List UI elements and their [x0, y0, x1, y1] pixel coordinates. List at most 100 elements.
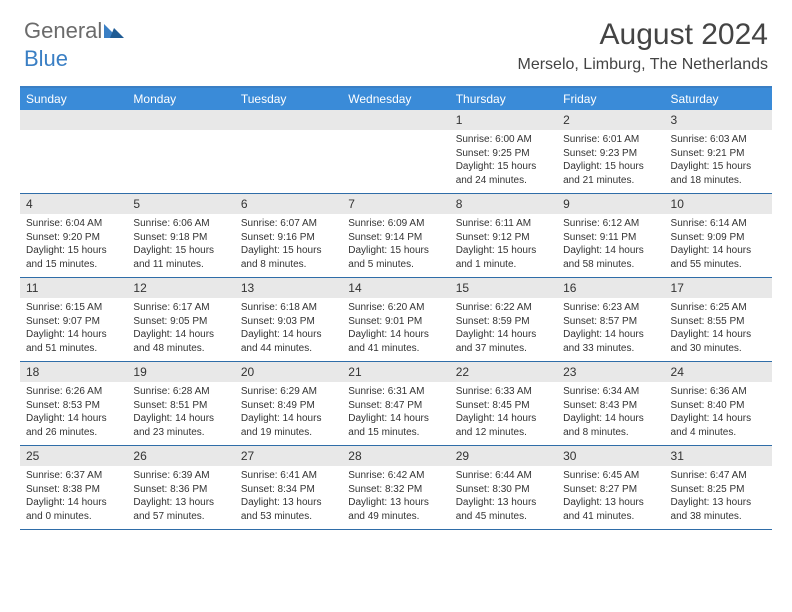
- sunset-text: Sunset: 8:25 PM: [671, 483, 766, 497]
- sunrise-text: Sunrise: 6:37 AM: [26, 469, 121, 483]
- date-number: 26: [127, 446, 234, 466]
- detail-row: Sunrise: 6:15 AMSunset: 9:07 PMDaylight:…: [20, 298, 772, 361]
- day-detail-cell: Sunrise: 6:33 AMSunset: 8:45 PMDaylight:…: [450, 382, 557, 445]
- sunset-text: Sunset: 8:59 PM: [456, 315, 551, 329]
- sunset-text: Sunset: 9:14 PM: [348, 231, 443, 245]
- daylight-text: Daylight: 13 hours and 41 minutes.: [563, 496, 658, 523]
- date-number-row: 25262728293031: [20, 446, 772, 466]
- date-number: [342, 110, 449, 130]
- date-number: 7: [342, 194, 449, 214]
- date-number: 20: [235, 362, 342, 382]
- daylight-text: Daylight: 14 hours and 26 minutes.: [26, 412, 121, 439]
- day-detail-cell: Sunrise: 6:36 AMSunset: 8:40 PMDaylight:…: [665, 382, 772, 445]
- sunrise-text: Sunrise: 6:04 AM: [26, 217, 121, 231]
- date-number: 27: [235, 446, 342, 466]
- sunrise-text: Sunrise: 6:36 AM: [671, 385, 766, 399]
- daylight-text: Daylight: 14 hours and 12 minutes.: [456, 412, 551, 439]
- date-number-row: 11121314151617: [20, 278, 772, 298]
- date-number: 18: [20, 362, 127, 382]
- sunset-text: Sunset: 9:16 PM: [241, 231, 336, 245]
- day-detail-cell: Sunrise: 6:26 AMSunset: 8:53 PMDaylight:…: [20, 382, 127, 445]
- sunset-text: Sunset: 8:30 PM: [456, 483, 551, 497]
- date-number: 29: [450, 446, 557, 466]
- daylight-text: Daylight: 14 hours and 4 minutes.: [671, 412, 766, 439]
- date-number: 8: [450, 194, 557, 214]
- week-block: 18192021222324Sunrise: 6:26 AMSunset: 8:…: [20, 362, 772, 446]
- week-block: 11121314151617Sunrise: 6:15 AMSunset: 9:…: [20, 278, 772, 362]
- date-number: 28: [342, 446, 449, 466]
- week-block: 25262728293031Sunrise: 6:37 AMSunset: 8:…: [20, 446, 772, 530]
- sunset-text: Sunset: 9:11 PM: [563, 231, 658, 245]
- daylight-text: Daylight: 13 hours and 53 minutes.: [241, 496, 336, 523]
- week-block: 45678910Sunrise: 6:04 AMSunset: 9:20 PMD…: [20, 194, 772, 278]
- logo-text-blue: Blue: [24, 46, 68, 72]
- day-detail-cell: Sunrise: 6:39 AMSunset: 8:36 PMDaylight:…: [127, 466, 234, 529]
- date-number: 13: [235, 278, 342, 298]
- daylight-text: Daylight: 15 hours and 1 minute.: [456, 244, 551, 271]
- day-detail-cell: Sunrise: 6:20 AMSunset: 9:01 PMDaylight:…: [342, 298, 449, 361]
- daylight-text: Daylight: 14 hours and 37 minutes.: [456, 328, 551, 355]
- day-detail-cell: Sunrise: 6:14 AMSunset: 9:09 PMDaylight:…: [665, 214, 772, 277]
- day-detail-cell: Sunrise: 6:37 AMSunset: 8:38 PMDaylight:…: [20, 466, 127, 529]
- date-number-row: 18192021222324: [20, 362, 772, 382]
- logo-text-general: General: [24, 18, 102, 44]
- sunrise-text: Sunrise: 6:14 AM: [671, 217, 766, 231]
- day-detail-cell: [20, 130, 127, 193]
- day-detail-cell: Sunrise: 6:00 AMSunset: 9:25 PMDaylight:…: [450, 130, 557, 193]
- daylight-text: Daylight: 15 hours and 5 minutes.: [348, 244, 443, 271]
- sunrise-text: Sunrise: 6:09 AM: [348, 217, 443, 231]
- calendar: Sunday Monday Tuesday Wednesday Thursday…: [20, 86, 772, 530]
- day-detail-cell: Sunrise: 6:06 AMSunset: 9:18 PMDaylight:…: [127, 214, 234, 277]
- weekday-sunday: Sunday: [20, 88, 127, 110]
- sunset-text: Sunset: 8:55 PM: [671, 315, 766, 329]
- day-detail-cell: Sunrise: 6:09 AMSunset: 9:14 PMDaylight:…: [342, 214, 449, 277]
- sunrise-text: Sunrise: 6:11 AM: [456, 217, 551, 231]
- day-detail-cell: Sunrise: 6:04 AMSunset: 9:20 PMDaylight:…: [20, 214, 127, 277]
- date-number: 9: [557, 194, 664, 214]
- sunset-text: Sunset: 8:38 PM: [26, 483, 121, 497]
- sunrise-text: Sunrise: 6:03 AM: [671, 133, 766, 147]
- day-detail-cell: Sunrise: 6:25 AMSunset: 8:55 PMDaylight:…: [665, 298, 772, 361]
- date-number: 23: [557, 362, 664, 382]
- sunset-text: Sunset: 8:47 PM: [348, 399, 443, 413]
- day-detail-cell: Sunrise: 6:07 AMSunset: 9:16 PMDaylight:…: [235, 214, 342, 277]
- sunrise-text: Sunrise: 6:26 AM: [26, 385, 121, 399]
- daylight-text: Daylight: 14 hours and 48 minutes.: [133, 328, 228, 355]
- day-detail-cell: Sunrise: 6:17 AMSunset: 9:05 PMDaylight:…: [127, 298, 234, 361]
- header: General August 2024 Merselo, Limburg, Th…: [0, 0, 792, 80]
- sunrise-text: Sunrise: 6:22 AM: [456, 301, 551, 315]
- daylight-text: Daylight: 14 hours and 0 minutes.: [26, 496, 121, 523]
- sunrise-text: Sunrise: 6:41 AM: [241, 469, 336, 483]
- sunset-text: Sunset: 9:01 PM: [348, 315, 443, 329]
- day-detail-cell: [342, 130, 449, 193]
- weeks-container: 123Sunrise: 6:00 AMSunset: 9:25 PMDaylig…: [20, 110, 772, 530]
- date-number-row: 123: [20, 110, 772, 130]
- sunrise-text: Sunrise: 6:42 AM: [348, 469, 443, 483]
- day-detail-cell: Sunrise: 6:23 AMSunset: 8:57 PMDaylight:…: [557, 298, 664, 361]
- sunset-text: Sunset: 8:57 PM: [563, 315, 658, 329]
- day-detail-cell: Sunrise: 6:45 AMSunset: 8:27 PMDaylight:…: [557, 466, 664, 529]
- date-number: 15: [450, 278, 557, 298]
- date-number: 3: [665, 110, 772, 130]
- sunrise-text: Sunrise: 6:17 AM: [133, 301, 228, 315]
- detail-row: Sunrise: 6:00 AMSunset: 9:25 PMDaylight:…: [20, 130, 772, 193]
- date-number: 14: [342, 278, 449, 298]
- daylight-text: Daylight: 14 hours and 41 minutes.: [348, 328, 443, 355]
- day-detail-cell: Sunrise: 6:11 AMSunset: 9:12 PMDaylight:…: [450, 214, 557, 277]
- sunset-text: Sunset: 9:25 PM: [456, 147, 551, 161]
- sunrise-text: Sunrise: 6:44 AM: [456, 469, 551, 483]
- sunset-text: Sunset: 9:09 PM: [671, 231, 766, 245]
- sunrise-text: Sunrise: 6:18 AM: [241, 301, 336, 315]
- daylight-text: Daylight: 15 hours and 15 minutes.: [26, 244, 121, 271]
- date-number: [20, 110, 127, 130]
- sunset-text: Sunset: 9:21 PM: [671, 147, 766, 161]
- date-number: 6: [235, 194, 342, 214]
- daylight-text: Daylight: 15 hours and 21 minutes.: [563, 160, 658, 187]
- sunrise-text: Sunrise: 6:39 AM: [133, 469, 228, 483]
- weekday-monday: Monday: [127, 88, 234, 110]
- sunrise-text: Sunrise: 6:01 AM: [563, 133, 658, 147]
- detail-row: Sunrise: 6:37 AMSunset: 8:38 PMDaylight:…: [20, 466, 772, 529]
- daylight-text: Daylight: 15 hours and 11 minutes.: [133, 244, 228, 271]
- sunset-text: Sunset: 8:27 PM: [563, 483, 658, 497]
- daylight-text: Daylight: 14 hours and 51 minutes.: [26, 328, 121, 355]
